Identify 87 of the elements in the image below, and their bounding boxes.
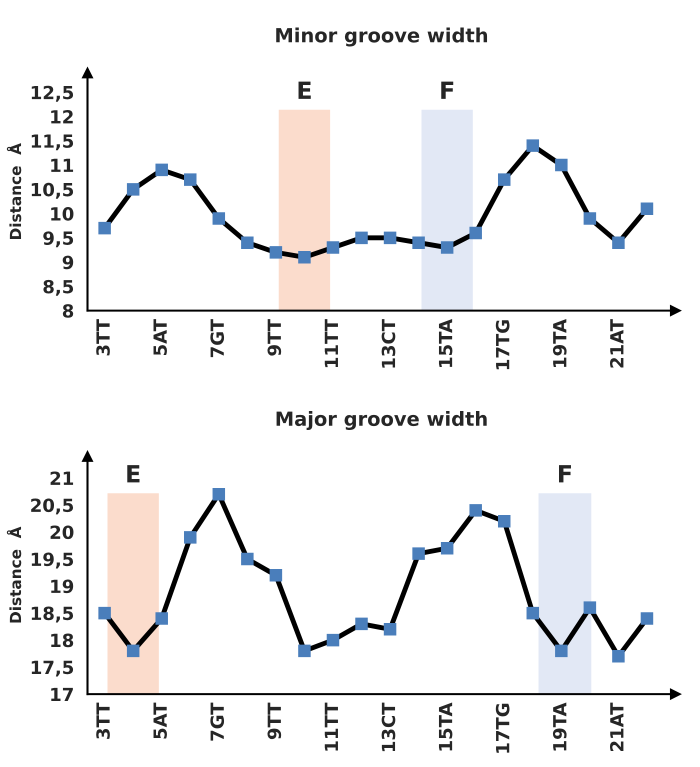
x-tick-label: 9TT [267,319,282,356]
y-tick-label: 11 [51,158,74,172]
chart-title: Minor groove width [276,28,488,47]
x-tick-label: 19TA [552,702,567,750]
x-tick-label: 21AT [610,319,624,368]
point [270,246,282,259]
point [412,236,425,249]
point [241,236,254,249]
point [555,158,568,172]
x-tick-label: 7GT [210,319,224,358]
x-tick-label: 5AT [154,319,167,356]
point [469,504,482,517]
y-tick-label: 18 [51,634,74,648]
y-tick-label: 18,5 [32,606,74,622]
x-tick-label: 7GT [210,702,224,741]
annotation: F [441,82,454,99]
point [298,251,311,264]
point [212,212,226,225]
band-label: E [127,465,140,482]
point [555,644,568,658]
point [584,212,596,225]
y-tick-label: 12 [51,110,73,124]
point [298,644,311,658]
point [612,650,625,663]
point [498,514,510,528]
x-tick-label: 15TA [438,319,452,367]
point [640,612,654,625]
point [355,618,368,630]
chart-title: Major groove width [276,411,487,430]
x-tick-label: 11TT [324,702,338,751]
y-tick-label: 9,5 [43,231,74,248]
x-tick-label: 13CT [382,702,396,752]
point [241,552,254,566]
point [640,202,654,215]
point [412,547,425,560]
point [355,232,368,244]
point [384,232,396,244]
x-tick-label: 3TT [96,319,110,356]
x-tick-label: 9TT [267,702,282,740]
point [384,623,396,636]
y-tick-label: 10 [51,207,74,221]
annotation: F [559,465,571,482]
y-tick-label: 20 [50,525,74,540]
x-tick-label: 5AT [154,702,167,739]
x-tick-label: 21AT [610,702,624,752]
point [526,606,540,620]
x-tick-label: 11TT [324,319,338,368]
point [155,164,168,176]
y-tick-label: 9 [62,256,74,270]
point [526,139,540,152]
point [612,236,625,249]
point [584,601,596,614]
y-tick-label: 11,5 [32,134,74,150]
x-tick-label: 17TG [496,704,510,753]
x-tick-label: 17TG [496,320,510,370]
y-tick-label: 10,5 [32,182,74,199]
y-axis-title: Distance Å [6,526,22,623]
point [98,222,111,234]
x-tick-label: 19TA [552,319,567,367]
point [440,542,454,554]
y-tick-label: 20,5 [31,498,74,514]
point [440,241,454,254]
point [184,531,197,544]
y-tick-label: 21 [50,471,74,485]
point [326,634,340,646]
y-tick-label: 17,5 [32,660,74,677]
y-tick-label: 19,5 [32,552,74,568]
x-tick-label: 13CT [382,319,396,368]
y-tick-label: 17 [51,688,73,701]
point [126,644,140,658]
y-tick-label: 19 [51,580,74,594]
point [212,488,226,500]
point [469,226,482,240]
y-tick-label: 12,5 [32,86,74,102]
point [155,612,168,625]
x-tick-label: 3TT [96,702,110,739]
y-axis-title: Distance Å [6,143,22,240]
point [126,183,140,196]
y-tick-label: 8 [62,304,74,318]
point [184,173,197,186]
point [498,173,510,186]
x-tick-label: 15TA [438,702,452,750]
y-tick-label: 8,5 [43,280,74,296]
point [98,606,111,620]
band-label: E [298,82,311,99]
point [270,569,282,582]
point [326,241,340,254]
